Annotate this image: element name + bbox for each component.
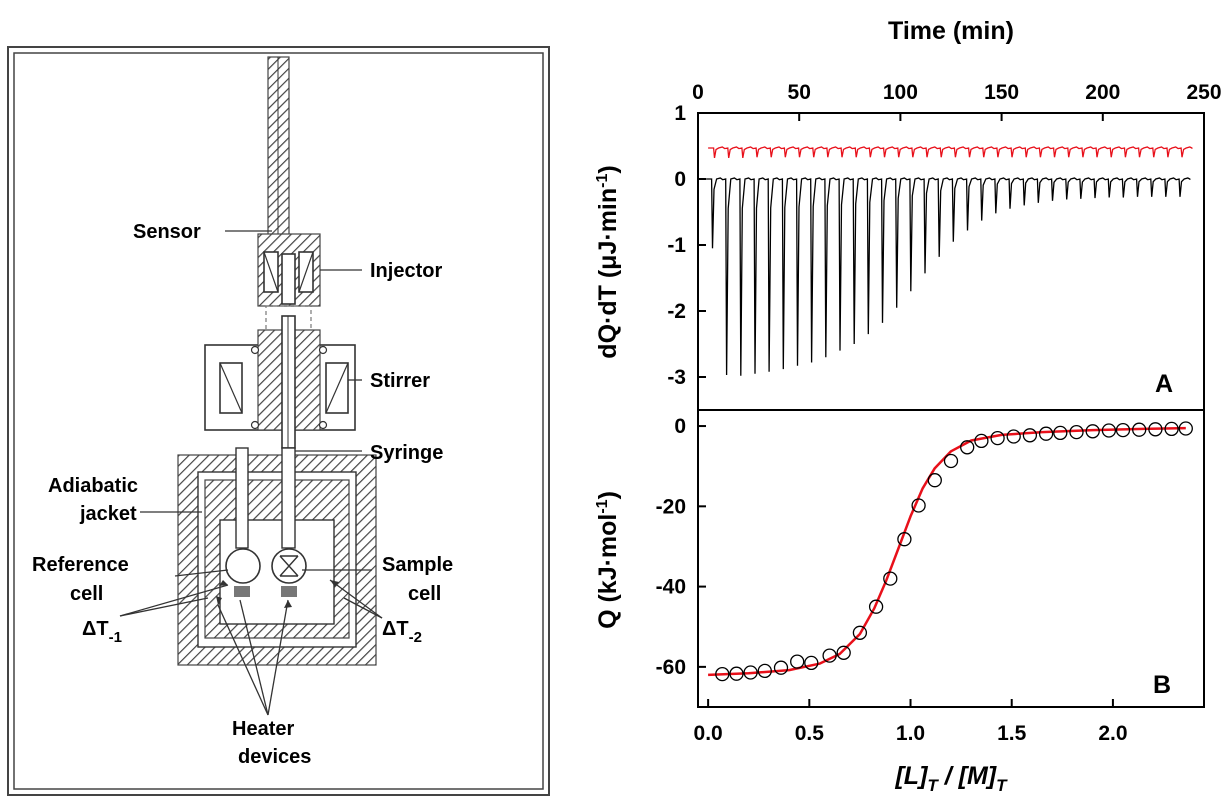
panel-a-y-tick-label: 1 (674, 102, 686, 125)
sensor-rod (267, 56, 290, 238)
panel-b-x-tick-label: 1.5 (997, 722, 1027, 745)
diagram-frame-inner (13, 52, 544, 790)
label-sample-line2: cell (408, 583, 441, 605)
panel-b-y-ticks: -60 -40 -20 0 (656, 415, 706, 679)
leader-arrowheads (216, 580, 339, 608)
stirrer-assembly (204, 329, 356, 431)
panel-a-y-tick-label: -1 (667, 234, 686, 257)
panel-b-data-point (883, 571, 898, 586)
panel-b-x-tick-label: 0.0 (694, 722, 723, 745)
panel-b-data-point (897, 532, 912, 547)
panel-b-data-point (822, 648, 837, 663)
panel-b-series (708, 421, 1193, 682)
panel-b-data-point (836, 645, 851, 660)
panel-b-data-point (1069, 424, 1084, 440)
panel-b-data-point (1022, 428, 1038, 443)
panel-a-x-tick-label: 0 (692, 81, 704, 104)
panel-b-y-tick-label: 0 (674, 415, 686, 438)
label-delta-t2: ΔT-2 (382, 618, 422, 646)
label-syringe: Syringe (370, 442, 443, 464)
panel-b-x-axis-title: [L]T / [M]T (894, 762, 1008, 795)
panel-b-data-point (943, 453, 959, 469)
panel-b-y-tick-label: -40 (656, 576, 686, 599)
panel-a-x-tick-label: 150 (984, 81, 1019, 104)
label-adiabatic-line1: Adiabatic (48, 475, 138, 497)
label-sensor: Sensor (133, 221, 201, 243)
panel-a-x-ticks: 0 50 100 150 200 250 (692, 81, 1222, 121)
panel-a-x-tick-label: 200 (1085, 81, 1120, 104)
panel-b-x-ticks: 0.0 0.5 1.0 1.5 2.0 (694, 699, 1128, 745)
chart-panel-a: Time (min) 0 50 100 150 200 250 -3-2-101 A dQ… (594, 17, 1222, 411)
panel-b-data-point (715, 666, 730, 682)
panel-b-data-point (1132, 422, 1147, 437)
label-injector: Injector (370, 260, 442, 282)
panel-a-x-tick-label: 250 (1186, 81, 1221, 104)
panel-b-data-point (852, 625, 868, 640)
panel-b-y-tick-label: -60 (656, 656, 686, 679)
panel-a-y-tick-label: -2 (667, 300, 686, 323)
label-reference-line2: cell (70, 583, 103, 605)
label-delta-t1: ΔT-1 (82, 618, 122, 646)
panel-a-label: A (1155, 370, 1173, 398)
panel-b-data-point (927, 473, 942, 488)
panel-b-data-point (773, 660, 789, 675)
diagram-frame-outer (7, 46, 550, 796)
panel-a-black-trace (706, 177, 1191, 376)
panel-a-x-tick-label: 100 (883, 81, 918, 104)
panel-a-series (706, 146, 1193, 376)
panel-a-y-axis-title: dQ·dT (μJ·min-1) (594, 165, 622, 358)
panel-b-y-axis-title: Q (kJ·mol-1) (594, 491, 622, 629)
panel-b-data-point (868, 599, 884, 614)
panel-b-data-point (1085, 424, 1100, 439)
panel-b-data-point (1101, 423, 1117, 438)
label-stirrer: Stirrer (370, 370, 430, 392)
panel-a-frame (697, 112, 1205, 411)
panel-a-y-ticks: -3 -2 -1 0 1 (667, 102, 706, 389)
label-adiabatic-line2: jacket (79, 503, 137, 525)
panel-b-x-tick-label: 2.0 (1098, 722, 1127, 745)
panel-b-data-point (1006, 429, 1021, 444)
panel-b-data-point (1178, 421, 1193, 436)
chart-panel-b: 0.0 0.5 1.0 1.5 2.0 -60 -40 -20 0 B Q (kJ·mol-1… (594, 409, 1205, 795)
panel-b-data-point (729, 666, 744, 681)
reference-cell (225, 548, 261, 597)
panel-b-data-point (1115, 422, 1131, 438)
label-sample-line1: Sample (382, 554, 453, 576)
panel-b-fit-line (708, 426, 1186, 677)
panel-a-y-tick-label: 0 (674, 168, 686, 191)
panel-b-label: B (1153, 671, 1171, 699)
panel-b-data-point (804, 655, 819, 671)
syringe (281, 315, 296, 449)
panel-b-data-point (990, 430, 1005, 446)
panel-b-frame (697, 409, 1205, 708)
panel-b-data-point (1038, 426, 1054, 441)
sample-cell (271, 548, 307, 597)
label-heater-line1: Heater (232, 718, 294, 740)
panel-b-data-point (743, 665, 758, 680)
panel-b-data-point (1164, 421, 1179, 437)
panel-b-x-tick-label: 1.0 (896, 722, 925, 745)
label-leader-lines (119, 230, 383, 716)
panel-b-data-point (1148, 422, 1163, 437)
panel-b-data-point (974, 433, 989, 449)
panel-a-x-axis-title: Time (min) (888, 17, 1014, 45)
panel-b-y-tick-label: -20 (656, 495, 686, 518)
panel-b-data-point (1053, 425, 1068, 441)
panel-a-red-trace (708, 146, 1193, 159)
label-heater-line2: devices (238, 746, 311, 768)
panel-a-x-tick-label: 50 (788, 81, 811, 104)
panel-b-data-point (960, 440, 975, 455)
label-reference-line1: Reference (32, 554, 129, 576)
itc-instrument-diagram: Sensor Injector Stirrer Syringe Adiabati… (7, 46, 550, 796)
panel-b-x-tick-label: 0.5 (795, 722, 825, 745)
panel-b-data-point (790, 654, 805, 669)
panel-b-data-point (757, 663, 772, 679)
injector-assembly (257, 233, 321, 307)
panel-a-y-tick-label: -3 (667, 366, 686, 389)
panel-b-data-point (911, 498, 926, 513)
